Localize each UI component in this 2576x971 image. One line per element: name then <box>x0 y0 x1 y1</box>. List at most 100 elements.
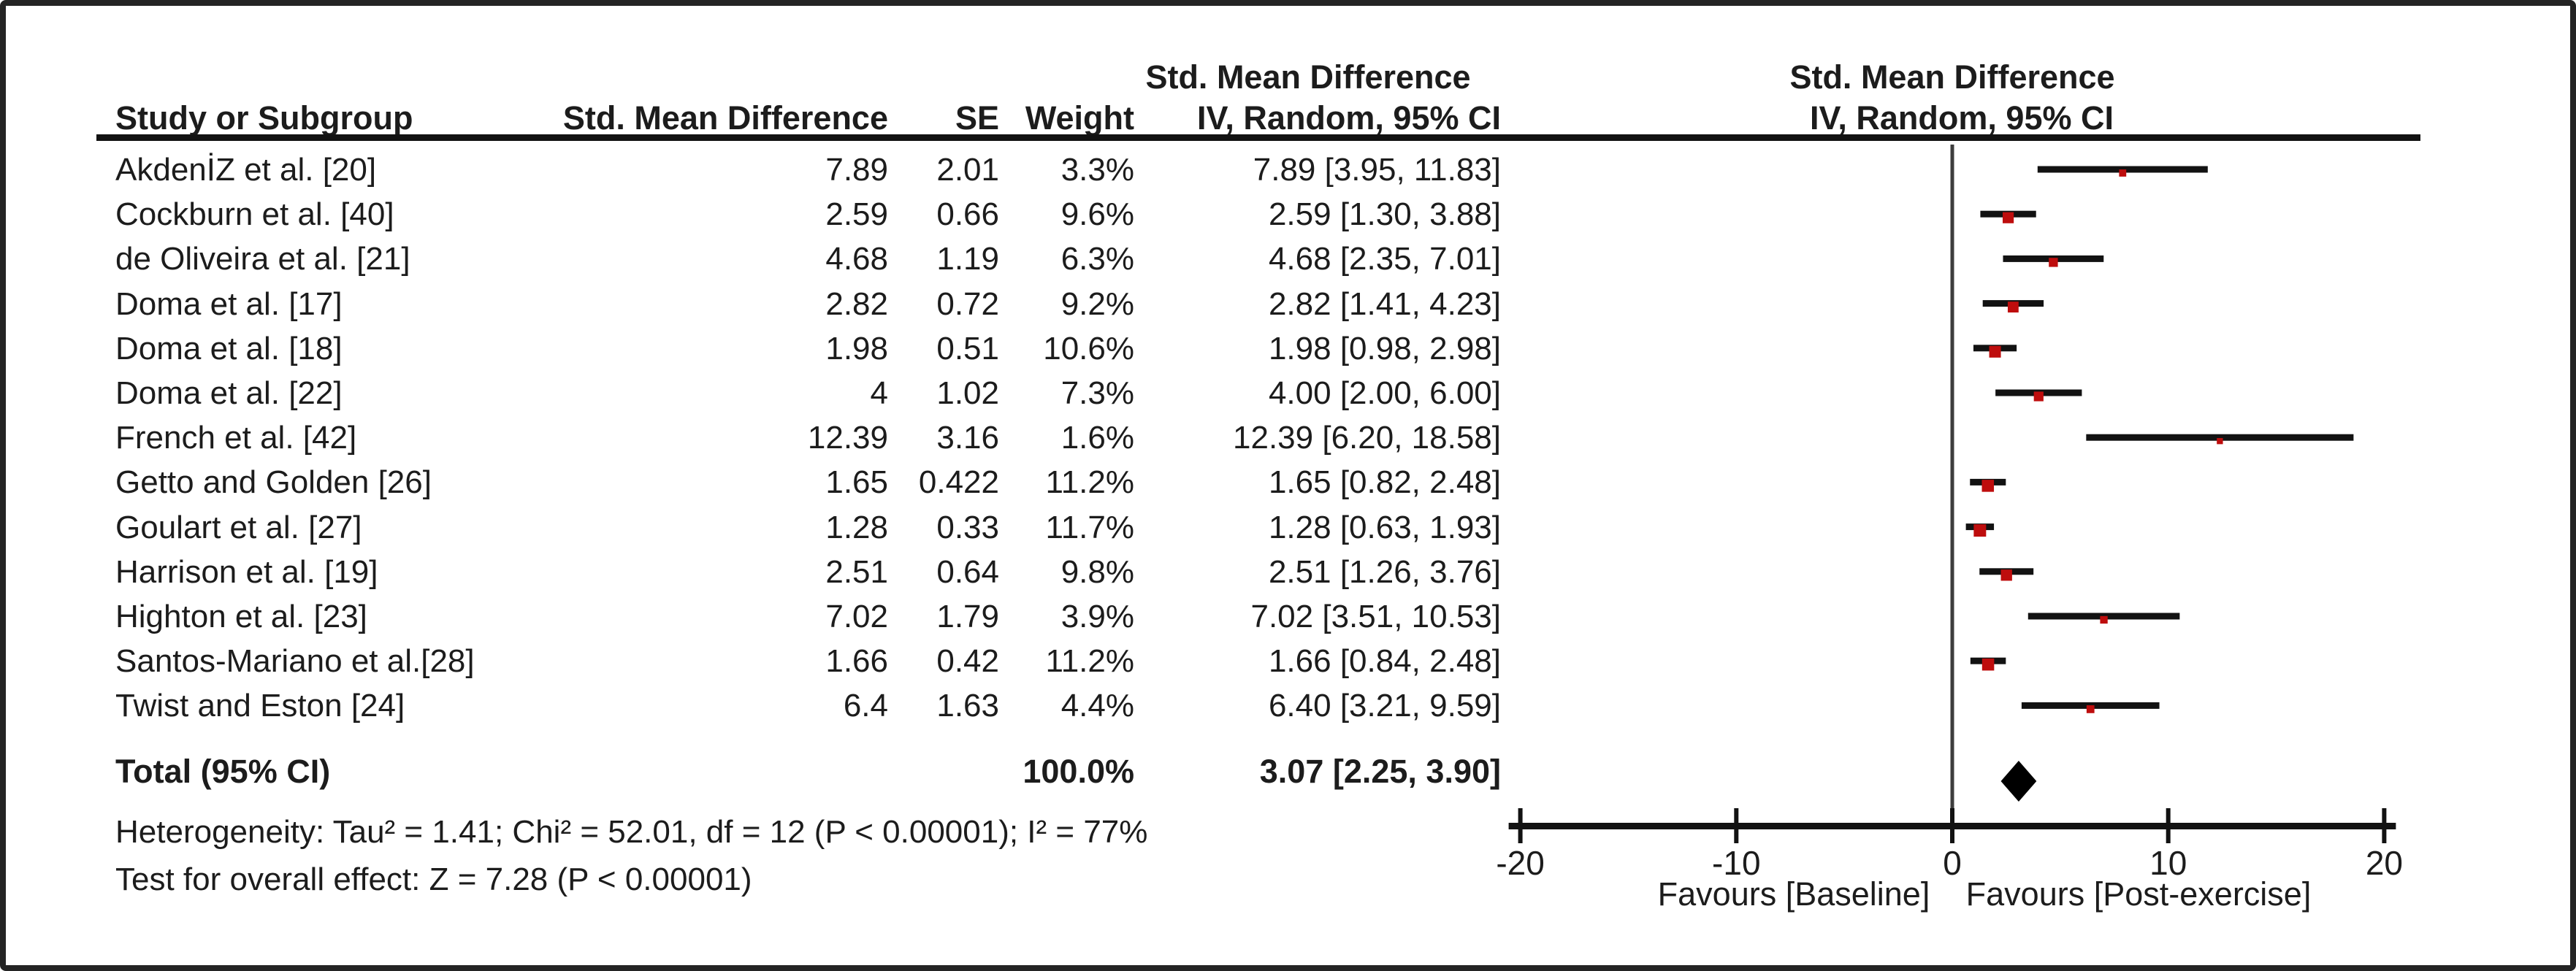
axis-tick-label: -10 <box>1712 844 1760 882</box>
axis-tick <box>1734 808 1739 843</box>
total-ci: 3.07 [2.25, 3.90] <box>1259 753 1501 790</box>
column-header-se: SE <box>955 99 999 137</box>
axis-tick-label: 10 <box>2149 844 2187 882</box>
ci-line <box>2021 702 2160 709</box>
ci-value: 1.65 [0.82, 2.48] <box>1268 464 1501 501</box>
column-header-weight: Weight <box>1025 99 1134 137</box>
study-marker <box>1973 524 1987 537</box>
heterogeneity-note: Heterogeneity: Tau² = 1.41; Chi² = 52.01… <box>115 814 1148 850</box>
ci-line <box>1970 657 2006 664</box>
ci-value: 2.51 [1.26, 3.76] <box>1268 553 1501 590</box>
zero-line <box>1950 145 1954 826</box>
se-value: 0.51 <box>936 330 999 366</box>
smd-value: 4 <box>870 375 888 411</box>
study-label: French et al. [42] <box>115 420 357 456</box>
weight-value: 4.4% <box>1060 688 1134 724</box>
column-header-smd-text: Std. Mean Difference <box>1145 58 1471 96</box>
weight-value: 1.6% <box>1060 420 1134 456</box>
ci-line <box>1973 345 2017 352</box>
column-header-ci-text: IV, Random, 95% CI <box>1197 99 1501 137</box>
study-label: Santos-Mariano et al.[28] <box>115 643 475 680</box>
study-marker <box>2086 705 2095 713</box>
study-marker <box>1989 345 2001 358</box>
column-header-smd-value: Std. Mean Difference <box>562 99 888 137</box>
smd-value: 1.28 <box>825 509 888 545</box>
ci-line <box>1970 478 2006 485</box>
study-label: Getto and Golden [26] <box>115 464 432 501</box>
study-label: Highton et al. [23] <box>115 599 367 634</box>
smd-value: 2.82 <box>825 285 888 322</box>
axis-tick <box>2382 808 2387 843</box>
weight-value: 3.9% <box>1060 599 1134 634</box>
smd-value: 4.68 <box>825 241 888 277</box>
se-value: 1.02 <box>936 375 999 411</box>
column-header-study: Study or Subgroup <box>115 99 413 137</box>
ci-value: 12.39 [6.20, 18.58] <box>1233 420 1501 456</box>
study-label: Twist and Eston [24] <box>115 688 405 724</box>
ci-value: 7.89 [3.95, 11.83] <box>1253 152 1501 188</box>
se-value: 0.422 <box>918 464 999 501</box>
weight-value: 11.2% <box>1045 643 1135 680</box>
ci-line <box>1982 300 2044 307</box>
ci-line <box>1995 389 2082 396</box>
se-value: 1.19 <box>936 241 999 277</box>
weight-value: 10.6% <box>1043 330 1134 366</box>
column-header-ci-plot: IV, Random, 95% CI <box>1810 99 2114 137</box>
axis-tick <box>1518 808 1523 843</box>
study-marker <box>2007 302 2019 313</box>
weight-value: 6.3% <box>1060 241 1134 277</box>
weight-value: 11.2% <box>1045 464 1135 501</box>
study-label: Doma et al. [17] <box>115 285 343 322</box>
ci-value: 2.82 [1.41, 4.23] <box>1268 285 1501 322</box>
favours-right-label: Favours [Post-exercise] <box>1966 875 2312 913</box>
se-value: 0.72 <box>936 285 999 322</box>
ci-line <box>2086 434 2354 441</box>
ci-value: 4.00 [2.00, 6.00] <box>1268 375 1501 411</box>
weight-value: 11.7% <box>1045 509 1135 545</box>
study-marker <box>2119 169 2127 177</box>
ci-value: 1.28 [0.63, 1.93] <box>1268 509 1501 545</box>
axis-tick <box>2166 808 2171 843</box>
ci-value: 1.66 [0.84, 2.48] <box>1268 643 1501 680</box>
x-axis <box>1508 823 2396 829</box>
se-value: 0.33 <box>936 509 999 545</box>
overall-effect-note: Test for overall effect: Z = 7.28 (P < 0… <box>115 861 752 897</box>
se-value: 0.66 <box>936 196 999 233</box>
axis-tick <box>1950 808 1954 843</box>
total-weight: 100.0% <box>1023 753 1134 790</box>
se-value: 2.01 <box>936 152 999 188</box>
study-marker <box>2049 258 2058 267</box>
study-label: de Oliveira et al. [21] <box>115 241 410 277</box>
smd-value: 1.98 <box>825 330 888 366</box>
study-marker <box>2100 615 2108 624</box>
ci-line <box>1979 568 2034 575</box>
weight-value: 7.3% <box>1060 375 1134 411</box>
ci-line <box>1980 210 2036 218</box>
ci-line <box>1965 523 1995 531</box>
axis-tick-label: 0 <box>1943 844 1962 882</box>
study-label: Doma et al. [22] <box>115 375 343 411</box>
smd-value: 2.59 <box>825 196 888 233</box>
weight-value: 9.2% <box>1060 285 1134 322</box>
study-marker <box>2033 391 2044 402</box>
study-marker <box>1981 658 1995 671</box>
axis-tick-label: 20 <box>2366 844 2403 882</box>
ci-value: 1.98 [0.98, 2.98] <box>1268 330 1501 366</box>
se-value: 1.63 <box>936 688 999 724</box>
ci-value: 6.40 [3.21, 9.59] <box>1268 688 1501 724</box>
smd-value: 1.66 <box>825 643 888 680</box>
favours-left-label: Favours [Baseline] <box>1658 875 1930 913</box>
study-label: AkdenİZ et al. [20] <box>115 152 377 188</box>
smd-value: 1.65 <box>825 464 888 501</box>
weight-value: 9.8% <box>1060 553 1134 590</box>
study-marker <box>2000 569 2012 581</box>
axis-tick-label: -20 <box>1496 844 1544 882</box>
ci-line <box>2003 255 2104 262</box>
smd-value: 7.02 <box>825 599 888 634</box>
study-marker <box>2217 438 2223 445</box>
study-label: Doma et al. [18] <box>115 330 343 366</box>
ci-value: 4.68 [2.35, 7.01] <box>1268 241 1501 277</box>
ci-line <box>2027 613 2180 620</box>
total-label: Total (95% CI) <box>115 753 331 790</box>
